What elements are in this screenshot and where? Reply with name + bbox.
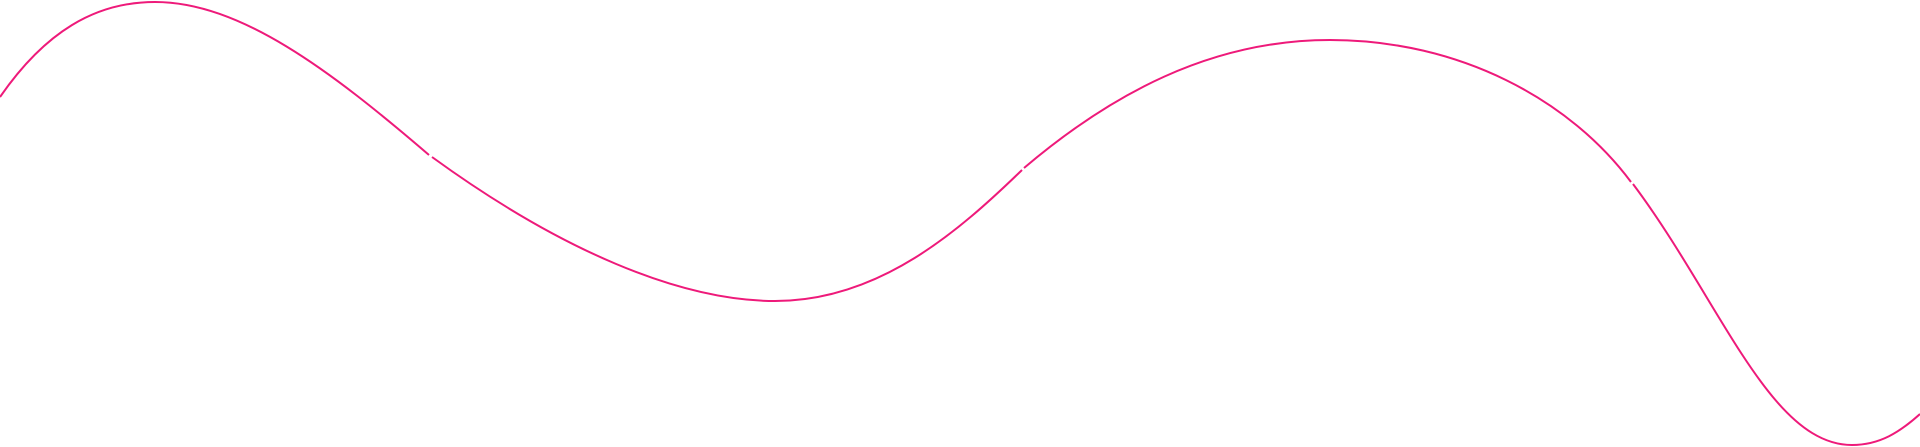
wave-segment-1 bbox=[0, 0, 430, 156]
wave-segment-3 bbox=[1023, 38, 1632, 183]
wave-segment-4 bbox=[1632, 183, 1920, 447]
wave-segment-2 bbox=[431, 156, 1023, 303]
